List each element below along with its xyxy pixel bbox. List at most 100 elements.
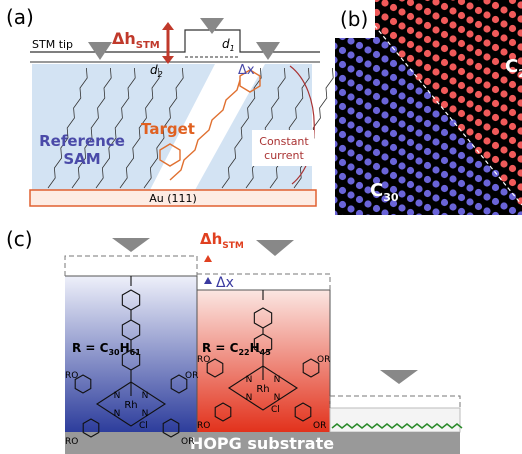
molecule-dot <box>355 97 364 106</box>
molecule-dot <box>483 165 491 173</box>
molecule-dot <box>335 196 338 204</box>
molecule-dot <box>335 98 338 106</box>
molecule-dot <box>474 202 483 211</box>
molecule-dot <box>381 41 389 49</box>
molecule-dot <box>440 170 449 179</box>
molecule-dot <box>449 161 457 169</box>
molecule-dot <box>440 114 449 123</box>
label-bg <box>335 0 375 38</box>
molecule-dot <box>423 77 432 86</box>
ro: RO <box>65 437 78 447</box>
molecule-dot <box>483 0 491 5</box>
molecule-dot <box>500 20 508 28</box>
molecule-dot <box>466 156 474 164</box>
molecule-dot <box>491 197 500 206</box>
panel-label: (c) <box>6 227 33 251</box>
target-molecule <box>169 79 241 181</box>
alkyl-chain <box>95 67 136 189</box>
molecule-dot <box>389 143 398 152</box>
molecule-dot <box>338 46 347 55</box>
molecule-dot <box>364 116 372 124</box>
molecule-dot <box>381 153 389 161</box>
molecule-dot <box>517 141 522 149</box>
molecule-dot <box>457 193 466 202</box>
molecule-dot <box>508 24 517 33</box>
molecule-dot <box>423 189 432 198</box>
molecule-dot <box>381 111 389 119</box>
molecule-dot <box>389 101 398 110</box>
ro: RO <box>197 421 210 431</box>
domain-boundary <box>369 19 522 206</box>
molecule-dot <box>366 214 370 215</box>
molecule-dot <box>457 11 466 20</box>
ring <box>82 418 100 438</box>
alkyl-chain <box>119 67 160 189</box>
molecule-dot <box>491 141 500 150</box>
molecule-dot <box>406 54 415 63</box>
molecule-dot <box>423 7 432 16</box>
molecule-dot <box>517 183 522 191</box>
molecule-dot <box>449 77 457 85</box>
molecule-dot <box>389 185 398 194</box>
molecule-dot <box>398 162 406 170</box>
molecule-dot <box>381 97 389 105</box>
molecule-dot <box>398 64 406 72</box>
molecule-dot <box>372 176 381 185</box>
molecule-dot <box>355 41 364 50</box>
or: OR <box>317 355 330 365</box>
molecule-dot <box>364 88 372 96</box>
panel-b: (b) C30 C2 <box>335 0 522 215</box>
molecule-dot <box>466 2 474 10</box>
molecule-dot <box>335 182 338 190</box>
molecule-dot <box>335 210 338 215</box>
molecule-dot <box>500 90 508 98</box>
molecule-dot <box>491 85 500 94</box>
molecule-dot <box>491 43 500 52</box>
molecule-dot <box>389 3 398 12</box>
molecule-dot <box>474 48 483 57</box>
molecule-dot <box>441 212 448 215</box>
or: OR <box>181 437 194 447</box>
molecule-dot <box>483 67 491 75</box>
molecule-dot <box>398 176 406 184</box>
molecule-dot <box>449 21 457 29</box>
molecule-dot <box>355 83 364 92</box>
molecule-dot <box>423 49 432 58</box>
text: H <box>120 341 130 355</box>
molecule-dot <box>517 85 522 93</box>
molecule-dot <box>466 184 474 192</box>
molecule-dot <box>355 153 364 162</box>
molecule-dot <box>406 166 415 175</box>
molecule-dot <box>508 94 517 103</box>
molecule-dot <box>474 6 483 15</box>
molecule-dot <box>389 31 398 40</box>
molecule-dot <box>457 109 466 118</box>
molecule-dot <box>432 194 440 202</box>
molecule-dot <box>406 194 415 203</box>
molecule-dot <box>483 81 491 89</box>
molecule-dot <box>338 172 347 181</box>
molecule-dot <box>474 146 483 155</box>
ring <box>74 374 92 394</box>
molecule-dot <box>338 158 347 167</box>
molecule-dot <box>355 209 364 215</box>
molecule-dot <box>423 203 432 212</box>
text: R = C <box>202 341 239 355</box>
cl: Cl <box>139 421 148 431</box>
molecule-dot <box>355 55 364 64</box>
molecule-dot <box>347 121 355 129</box>
subscript: 1 <box>230 44 235 53</box>
molecule-dot <box>335 42 338 50</box>
molecule-dot <box>500 174 508 182</box>
ring <box>214 402 232 422</box>
molecule-dot <box>500 34 508 42</box>
molecule-dot <box>500 160 508 168</box>
ring <box>206 358 224 378</box>
ring <box>302 358 320 378</box>
molecule-dot <box>449 133 457 141</box>
molecule-dot <box>457 179 466 188</box>
molecule-dot <box>381 139 389 147</box>
molecule-dot <box>517 15 522 23</box>
tip-path <box>30 29 320 53</box>
molecule-dot <box>381 167 389 175</box>
